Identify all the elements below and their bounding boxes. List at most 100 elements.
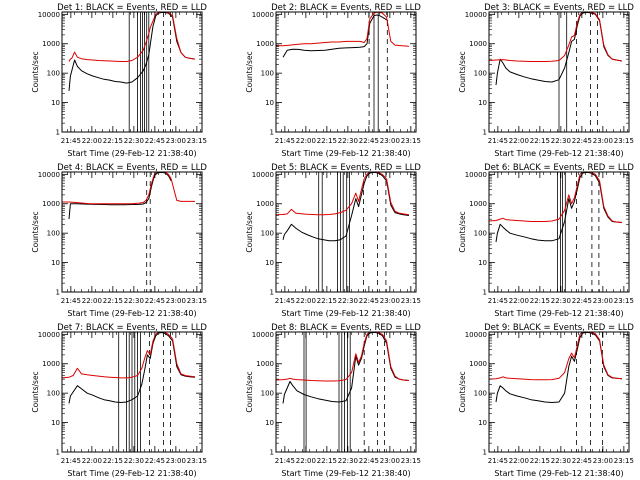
x-tick-label: 23:15 xyxy=(187,137,207,145)
x-tick-label: 21:45 xyxy=(488,297,508,305)
y-tick-label: 1000 xyxy=(469,200,487,208)
panel-title: Det 5: BLACK = Events, RED = LLD xyxy=(271,163,421,173)
x-tick-label: 22:15 xyxy=(530,297,550,305)
y-tick-label: 10 xyxy=(478,259,487,267)
x-axis-label: Start Time (29-Feb-12 21:38:40) xyxy=(494,469,623,478)
y-tick-label: 1000 xyxy=(469,360,487,368)
panel-title: Det 1: BLACK = Events, RED = LLD xyxy=(57,3,207,13)
y-tick-label: 100 xyxy=(261,390,274,398)
x-tick-label: 22:45 xyxy=(359,457,379,465)
y-tick-label: 100 xyxy=(474,390,487,398)
y-tick-label: 1 xyxy=(270,449,274,457)
panel-data-layer xyxy=(68,12,196,132)
panel-title: Det 2: BLACK = Events, RED = LLD xyxy=(271,3,421,13)
x-tick-label: 22:00 xyxy=(296,297,316,305)
plot-frame xyxy=(275,11,417,133)
panel-det-1: Det 1: BLACK = Events, RED = LLD Counts/s… xyxy=(31,3,207,158)
x-tick-label: 21:45 xyxy=(488,457,508,465)
panel-data-layer xyxy=(276,332,410,452)
x-tick-label: 23:00 xyxy=(593,457,613,465)
y-tick-label: 10 xyxy=(478,99,487,107)
plot-frame xyxy=(275,171,417,293)
y-tick-label: 10 xyxy=(265,99,274,107)
x-tick-label: 23:15 xyxy=(187,297,207,305)
panel-det-5: Det 5: BLACK = Events, RED = LLD Counts/s… xyxy=(245,163,421,318)
y-tick-label: 100 xyxy=(47,230,60,238)
y-tick-label: 10000 xyxy=(465,11,487,19)
x-tick-label: 22:30 xyxy=(124,297,144,305)
x-axis-label: Start Time (29-Feb-12 21:38:40) xyxy=(281,149,410,158)
lld-series-line xyxy=(276,12,410,47)
x-axis-label: Start Time (29-Feb-12 21:38:40) xyxy=(67,469,196,478)
y-tick-label: 10000 xyxy=(252,11,274,19)
y-axis-label: Counts/sec xyxy=(458,371,467,412)
x-tick-label: 21:45 xyxy=(488,137,508,145)
y-tick-label: 10 xyxy=(478,419,487,427)
y-axis-label: Counts/sec xyxy=(245,211,254,252)
panel-data-layer xyxy=(276,12,410,132)
y-tick-label: 1000 xyxy=(256,40,274,48)
y-tick-label: 10 xyxy=(51,259,60,267)
plot-frame xyxy=(61,331,203,453)
x-tick-label: 22:30 xyxy=(124,457,144,465)
panel-title: Det 7: BLACK = Events, RED = LLD xyxy=(57,323,207,333)
panel-det-2: Det 2: BLACK = Events, RED = LLD Counts/s… xyxy=(245,3,421,158)
x-tick-label: 22:00 xyxy=(82,297,102,305)
x-tick-label: 22:30 xyxy=(551,457,571,465)
x-tick-label: 23:00 xyxy=(166,457,186,465)
y-tick-label: 1000 xyxy=(42,360,60,368)
lld-series-line xyxy=(62,172,195,205)
x-tick-label: 22:45 xyxy=(359,297,379,305)
events-series-line xyxy=(68,12,196,91)
panel-data-layer xyxy=(276,172,410,292)
x-tick-label: 23:15 xyxy=(614,457,634,465)
panel-title: Det 4: BLACK = Events, RED = LLD xyxy=(57,163,207,173)
lld-series-line xyxy=(276,332,410,382)
plot-frame xyxy=(488,11,630,133)
x-tick-label: 22:00 xyxy=(509,297,529,305)
y-tick-label: 10000 xyxy=(38,11,60,19)
x-tick-label: 21:45 xyxy=(275,297,295,305)
x-tick-label: 23:15 xyxy=(401,137,421,145)
y-tick-label: 1000 xyxy=(256,200,274,208)
y-axis-label: Counts/sec xyxy=(31,211,40,252)
y-axis-label: Counts/sec xyxy=(458,211,467,252)
y-tick-label: 1 xyxy=(270,129,274,137)
x-tick-label: 22:45 xyxy=(145,137,165,145)
y-tick-label: 10 xyxy=(51,419,60,427)
x-tick-label: 22:00 xyxy=(82,457,102,465)
x-tick-label: 21:45 xyxy=(275,457,295,465)
lld-series-line xyxy=(489,172,623,223)
x-tick-label: 23:00 xyxy=(380,297,400,305)
y-tick-label: 100 xyxy=(47,390,60,398)
x-tick-label: 23:15 xyxy=(614,137,634,145)
panel-det-4: Det 4: BLACK = Events, RED = LLD Counts/s… xyxy=(31,163,207,318)
y-tick-label: 1 xyxy=(483,449,487,457)
x-tick-label: 22:45 xyxy=(359,137,379,145)
x-tick-label: 22:30 xyxy=(338,297,358,305)
y-tick-label: 1000 xyxy=(42,200,60,208)
x-tick-label: 23:00 xyxy=(166,297,186,305)
x-tick-label: 22:15 xyxy=(317,457,337,465)
y-axis-label: Counts/sec xyxy=(245,371,254,412)
x-tick-label: 22:15 xyxy=(103,297,123,305)
y-tick-label: 1 xyxy=(483,129,487,137)
y-tick-label: 10000 xyxy=(38,331,60,339)
x-tick-label: 23:15 xyxy=(401,457,421,465)
x-tick-label: 22:45 xyxy=(145,297,165,305)
y-tick-label: 10000 xyxy=(252,171,274,179)
y-tick-label: 1000 xyxy=(42,40,60,48)
panel-title: Det 6: BLACK = Events, RED = LLD xyxy=(484,163,634,173)
panel-title: Det 9: BLACK = Events, RED = LLD xyxy=(484,323,634,333)
plot-frame xyxy=(488,331,630,453)
x-tick-label: 22:00 xyxy=(296,457,316,465)
y-tick-label: 1 xyxy=(56,289,60,297)
y-tick-label: 10000 xyxy=(465,331,487,339)
x-tick-label: 21:45 xyxy=(61,137,81,145)
y-tick-label: 1 xyxy=(270,289,274,297)
x-tick-label: 22:00 xyxy=(296,137,316,145)
y-tick-label: 100 xyxy=(261,230,274,238)
x-tick-label: 22:15 xyxy=(317,137,337,145)
y-axis-label: Counts/sec xyxy=(245,51,254,92)
